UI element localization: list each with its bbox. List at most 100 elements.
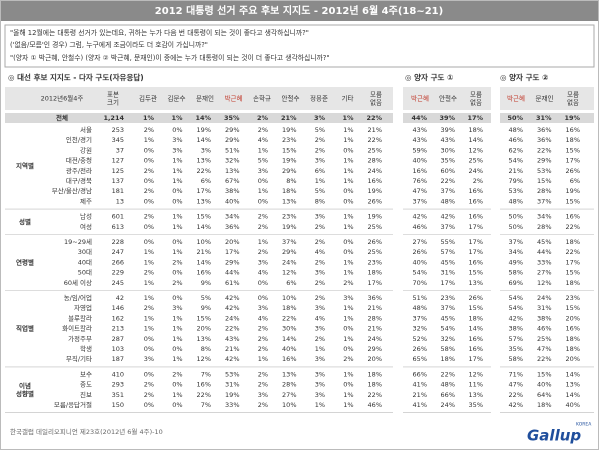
total-bg bbox=[500, 113, 594, 123]
cell: 14% bbox=[282, 335, 296, 343]
cell: 22% bbox=[509, 391, 523, 399]
cell: 21% bbox=[197, 248, 211, 256]
cell: 54% bbox=[441, 325, 455, 333]
section-title: ◎ 양자 구도 ① bbox=[405, 72, 454, 82]
cell: 32% bbox=[413, 325, 427, 333]
cell: 28% bbox=[368, 314, 382, 322]
cell: 55% bbox=[441, 238, 455, 246]
row-label: 50대 bbox=[78, 269, 92, 277]
cell: 1% bbox=[315, 177, 325, 185]
cell: 52% bbox=[413, 335, 427, 343]
cell: 0% bbox=[144, 177, 154, 185]
cell: 23% bbox=[282, 213, 296, 221]
cell: 40% bbox=[413, 258, 427, 266]
cell: 14% bbox=[566, 370, 580, 378]
cell: 16% bbox=[469, 335, 483, 343]
cell: 18% bbox=[368, 370, 382, 378]
cell: 38% bbox=[537, 314, 551, 322]
row-label: 30대 bbox=[78, 248, 92, 256]
cell: 0% bbox=[258, 279, 268, 287]
cell: 1% bbox=[172, 391, 182, 399]
row-label: 19~29세 bbox=[64, 237, 92, 246]
cell: 16% bbox=[469, 345, 483, 353]
cell: 15% bbox=[197, 314, 211, 322]
cell: 0% bbox=[343, 381, 353, 389]
cell: 0% bbox=[343, 187, 353, 195]
cell: 22% bbox=[197, 167, 211, 175]
row-label: 서울 bbox=[80, 125, 92, 134]
cell: 15% bbox=[197, 213, 211, 221]
cell: 1% bbox=[343, 401, 353, 409]
sample-size: 266 bbox=[112, 258, 124, 266]
cell: 19% bbox=[197, 126, 211, 134]
cell: 2% bbox=[258, 381, 268, 389]
cell: 2% bbox=[315, 279, 325, 287]
cell: 3% bbox=[258, 167, 268, 175]
cell: 24% bbox=[225, 314, 239, 322]
cell: 1% bbox=[172, 213, 182, 221]
cell: 0% bbox=[144, 335, 154, 343]
cell: 3% bbox=[172, 136, 182, 144]
footer: 한국갤럽 데일리오피니언 제23호(2012년 6월 4주)-10 bbox=[10, 427, 163, 436]
cell: 13% bbox=[197, 335, 211, 343]
cell: 35% bbox=[469, 401, 483, 409]
column-header: 문재인 bbox=[196, 94, 214, 103]
cell: 3% bbox=[258, 391, 268, 399]
cell: 43% bbox=[413, 136, 427, 144]
cell: 27% bbox=[282, 391, 296, 399]
sample-size: 410 bbox=[112, 370, 124, 378]
cell: 22% bbox=[537, 355, 551, 363]
cell: 19% bbox=[282, 157, 296, 165]
cell: 2% bbox=[172, 370, 182, 378]
row-label: 학생 bbox=[80, 344, 92, 353]
cell: 18% bbox=[441, 355, 455, 363]
logo-sub: KOREA bbox=[576, 422, 592, 428]
cell: 6% bbox=[570, 177, 580, 185]
cell: 54% bbox=[413, 269, 427, 277]
row-label: 자영업 bbox=[74, 303, 92, 312]
sample-size: 127 bbox=[112, 157, 124, 165]
column-header: 표본 크기 bbox=[107, 91, 119, 107]
cell: 46% bbox=[537, 325, 551, 333]
cell: 1% bbox=[343, 223, 353, 231]
cell: 35% bbox=[224, 114, 240, 122]
cell: 57% bbox=[509, 335, 523, 343]
cell: 34% bbox=[225, 213, 239, 221]
cell: 59% bbox=[413, 146, 427, 154]
cell: 67% bbox=[225, 177, 239, 185]
cell: 37% bbox=[537, 197, 551, 205]
cell: 16% bbox=[566, 213, 580, 221]
cell: 17% bbox=[368, 279, 382, 287]
cell: 1% bbox=[172, 335, 182, 343]
cell: 48% bbox=[413, 304, 427, 312]
cell: 3% bbox=[201, 146, 211, 154]
cell: 2% bbox=[172, 279, 182, 287]
cell: 17% bbox=[566, 157, 580, 165]
header-bg bbox=[500, 87, 594, 110]
cell: 13% bbox=[282, 197, 296, 205]
column-header: 박근혜 bbox=[507, 94, 525, 103]
cell: 8% bbox=[315, 197, 325, 205]
cell: 10% bbox=[282, 294, 296, 302]
cell: 0% bbox=[144, 238, 154, 246]
row-label: 농/임/어업 bbox=[64, 293, 92, 302]
cell: 25% bbox=[368, 146, 382, 154]
group-label: 지역별 bbox=[16, 161, 34, 170]
question: "(양자 ① 박근혜, 안철수) (양자 ② 박근혜, 문재인)이 중에는 누가… bbox=[10, 53, 330, 62]
row-label: 전체 bbox=[56, 113, 68, 122]
cell: 31% bbox=[537, 304, 551, 312]
cell: 15% bbox=[566, 304, 580, 312]
cell: 1% bbox=[172, 167, 182, 175]
cell: 18% bbox=[368, 381, 382, 389]
cell: 25% bbox=[368, 248, 382, 256]
cell: 3% bbox=[144, 355, 154, 363]
cell: 3% bbox=[314, 114, 326, 122]
cell: 0% bbox=[258, 197, 268, 205]
cell: 22% bbox=[368, 391, 382, 399]
cell: 26% bbox=[368, 197, 382, 205]
row-label: 광주/전라 bbox=[66, 166, 92, 175]
total-bg bbox=[403, 113, 491, 123]
cell: 28% bbox=[537, 223, 551, 231]
cell: 19% bbox=[368, 213, 382, 221]
cell: 14% bbox=[197, 258, 211, 266]
